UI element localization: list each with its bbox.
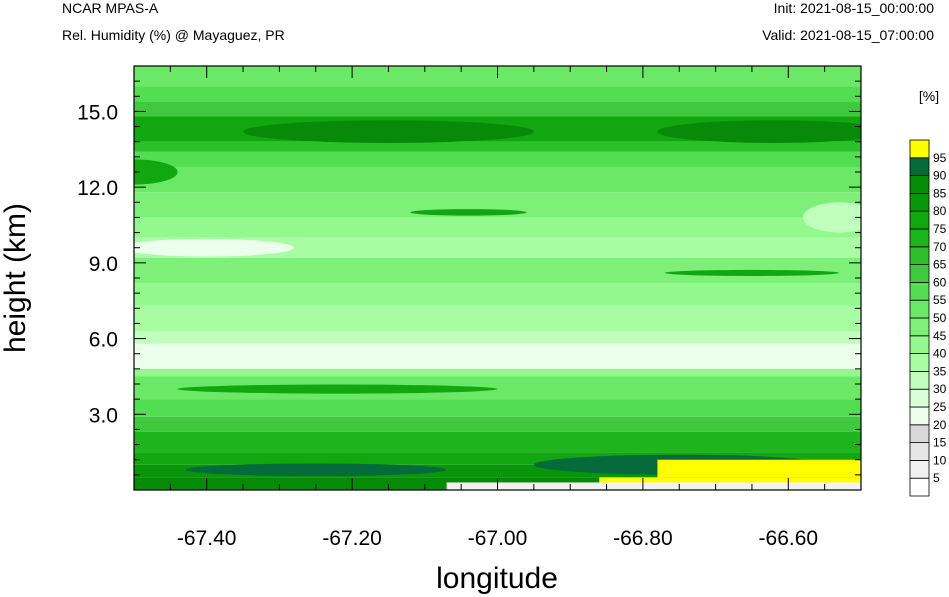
y-tick-label: 12.0 [77,177,118,200]
y-tick-label: 3.0 [89,404,118,427]
rh-band-3 [134,431,861,453]
rh-band-7 [134,368,861,377]
colorbar-label: 75 [933,222,947,236]
rh-band-17 [134,151,861,167]
rh-band-21 [134,86,861,102]
rh-band-13 [134,237,861,258]
colorbar-label: 5 [933,471,940,485]
x-tick-label: -67.40 [177,527,237,550]
colorbar-box [909,459,930,479]
y-tick-label: 6.0 [89,329,118,352]
init-time: Init: 2021-08-15_00:00:00 [773,0,934,16]
colorbar-label: 55 [933,293,947,307]
y-tick-label: 15.0 [77,101,118,124]
colorbar-box [909,442,930,461]
colorbar-box [909,424,930,443]
rh-band-4 [134,416,861,432]
colorbar-box [909,353,930,372]
colorbar-label: 30 [933,382,947,396]
rh-band-18 [134,141,861,152]
colorbar-box [909,370,930,390]
colorbar-box [909,139,930,159]
rh-band-10 [134,305,861,331]
colorbar-box [909,192,930,212]
colorbar-unit-label: [%] [919,88,939,104]
colorbar-label: 20 [933,418,947,432]
rh-feature-3 [410,209,527,216]
colorbar-box [909,228,930,248]
rh-feature-7 [177,384,498,394]
colorbar: 5 10 15 20 25 30 35 40 45 50 55 60 65 70 75 80 85 90 95 [909,139,947,497]
rh-feature-12 [446,482,861,490]
rh-feature-1 [657,120,861,143]
colorbar-label: 10 [933,453,947,467]
humidity-field [134,66,861,490]
colorbar-label: 35 [933,364,947,378]
x-tick-label: -67.20 [322,527,382,550]
colorbar-label: 45 [933,329,947,343]
colorbar-label: 40 [933,347,947,361]
y-axis-title: height (km) [0,203,32,353]
colorbar-label: 85 [933,186,947,200]
x-tick-labels: -67.40 -67.20 -67.00 -66.80 -66.60 [177,527,818,550]
colorbar-label: 80 [933,204,947,218]
x-axis-title: longitude [436,562,558,595]
colorbar-label: 95 [933,151,947,165]
rh-band-8 [134,343,861,369]
colorbar-label: 70 [933,240,947,254]
rh-feature-2 [134,159,178,185]
colorbar-box [909,335,930,354]
x-tick-label: -67.00 [468,527,528,550]
colorbar-label: 15 [933,436,947,450]
rh-band-9 [134,331,861,344]
colorbar-label: 60 [933,275,947,289]
colorbar-box [909,246,930,266]
colorbar-box [909,157,930,177]
rh-feature-8 [184,463,447,477]
rh-feature-0 [243,120,534,143]
rh-band-11 [134,283,861,306]
colorbar-box [909,175,930,194]
colorbar-box [909,281,930,301]
axis-ticks [134,66,861,490]
colorbar-label: 25 [933,400,947,414]
colorbar-box [909,264,930,283]
rh-band-5 [134,399,861,417]
valid-time: Valid: 2021-08-15_07:00:00 [762,27,934,43]
x-tick-label: -66.60 [759,527,819,550]
model-title: NCAR MPAS-A [62,0,159,16]
colorbar-label: 50 [933,311,947,325]
colorbar-box [909,299,930,319]
colorbar-box [909,317,930,337]
colorbar-box [909,388,930,408]
y-tick-labels: 3.0 6.0 9.0 12.0 15.0 [77,101,118,427]
rh-feature-5 [134,238,294,257]
rh-band-16 [134,166,861,193]
rh-feature-11 [657,459,861,478]
rh-band-20 [134,101,861,117]
colorbar-box [909,210,930,230]
y-tick-label: 9.0 [89,253,118,276]
rh-band-14 [134,217,861,238]
colorbar-label: 90 [933,169,947,183]
colorbar-label: 65 [933,258,947,272]
colorbar-box [909,477,930,497]
plot-subtitle: Rel. Humidity (%) @ Mayaguez, PR [62,27,285,43]
x-tick-label: -66.80 [613,527,673,550]
colorbar-box [909,406,930,426]
rh-feature-6 [802,202,861,233]
rh-feature-4 [664,269,840,276]
